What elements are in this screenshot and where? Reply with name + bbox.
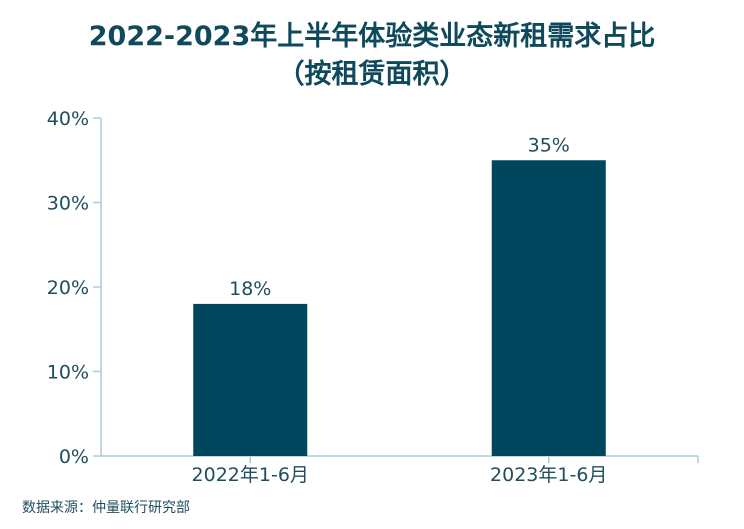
y-tick-label: 20%: [47, 277, 89, 299]
y-tick-label: 0%: [59, 446, 89, 468]
x-tick-label: 2022年1-6月: [192, 464, 309, 486]
bar: [491, 160, 606, 456]
y-tick-label: 40%: [47, 108, 89, 130]
x-tick-label: 2023年1-6月: [490, 464, 607, 486]
chart-title-line1: 2022-2023年上半年体验类业态新租需求占比: [88, 21, 656, 52]
bar-value-label: 18%: [229, 278, 271, 300]
bar-value-label: 35%: [528, 134, 570, 156]
y-tick-label: 30%: [47, 193, 89, 215]
source-note: 数据来源：仲量联行研究部: [22, 500, 190, 516]
y-tick-label: 10%: [47, 362, 89, 384]
chart-title-line2: （按租赁面积）: [277, 59, 467, 90]
bar: [193, 303, 308, 456]
